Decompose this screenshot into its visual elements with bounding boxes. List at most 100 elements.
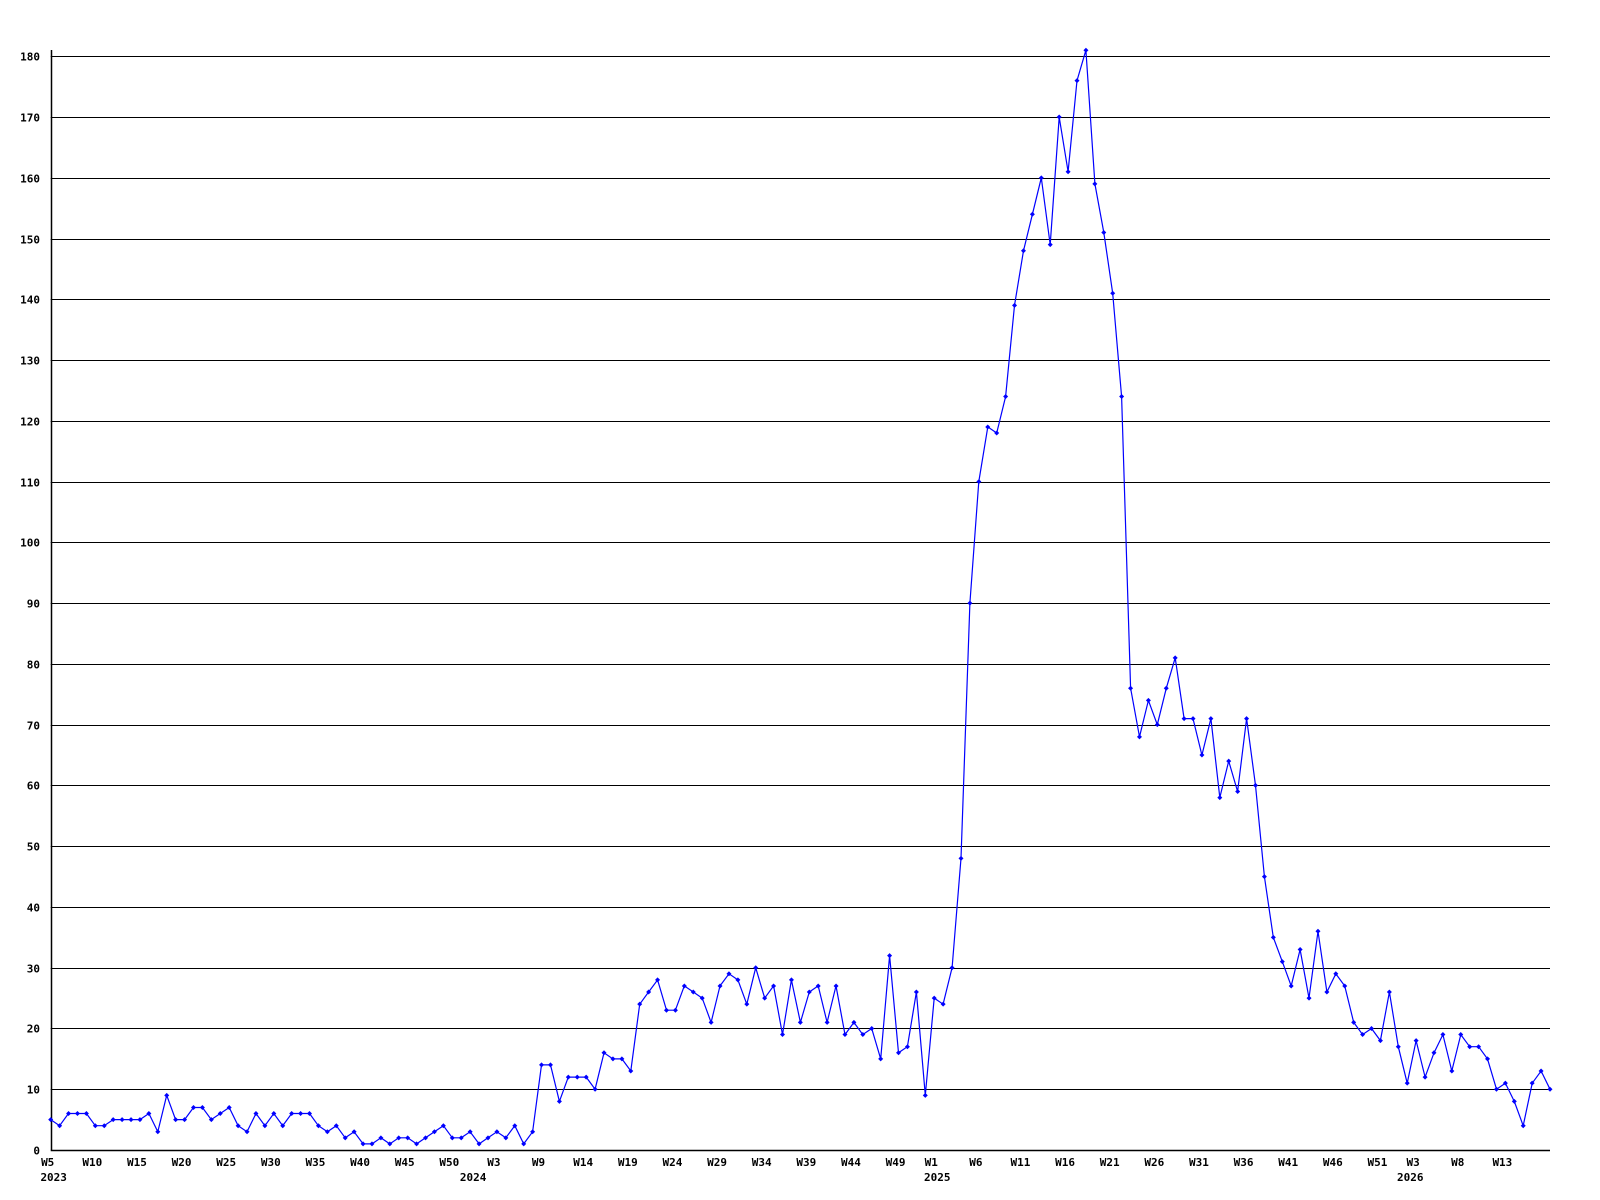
data-point <box>1261 874 1267 880</box>
y-tick-label: 120 <box>20 416 40 429</box>
data-point <box>690 989 696 995</box>
x-tick-label: W5 <box>41 1156 54 1169</box>
x-tick-label: W19 <box>618 1156 638 1169</box>
x-tick-label: W29 <box>707 1156 727 1169</box>
data-point <box>173 1117 179 1123</box>
x-tick-label: W30 <box>261 1156 281 1169</box>
data-point <box>1440 1032 1446 1038</box>
data-point <box>547 1062 553 1068</box>
data-point <box>1235 789 1241 795</box>
x-tick-label: W25 <box>216 1156 236 1169</box>
data-point <box>851 1019 857 1025</box>
data-point <box>1172 655 1178 661</box>
data-point <box>931 995 937 1001</box>
data-point <box>637 1001 643 1007</box>
y-tick-label: 0 <box>33 1145 40 1158</box>
data-point <box>182 1117 188 1123</box>
y-tick-label: 100 <box>20 537 40 550</box>
data-point <box>539 1062 545 1068</box>
data-point <box>869 1025 875 1031</box>
data-point <box>1029 211 1035 217</box>
x-axis: W5 W10 W15 W20 W25 W30 W35 W40 W45 W50 W3 W9 W14 W19 W… <box>40 1149 1550 1184</box>
data-point <box>1136 734 1142 740</box>
data-point <box>655 977 661 983</box>
x-tick-label: W34 <box>752 1156 772 1169</box>
data-point <box>985 424 991 430</box>
data-point <box>1217 795 1223 801</box>
data-point <box>646 989 652 995</box>
data-point <box>1226 758 1232 764</box>
x-tick-label: W16 <box>1055 1156 1075 1169</box>
x-tick-label: W3 <box>487 1156 500 1169</box>
x-tick-label: W13 <box>1492 1156 1512 1169</box>
data-point <box>119 1117 125 1123</box>
data-point <box>271 1111 277 1117</box>
data-point <box>333 1123 339 1129</box>
data-point <box>1208 716 1214 722</box>
data-point <box>672 1007 678 1013</box>
y-tick-label: 180 <box>20 51 40 64</box>
data-point <box>1065 169 1071 175</box>
data-point <box>503 1135 509 1141</box>
data-point <box>1199 752 1205 758</box>
data-point <box>244 1129 250 1135</box>
data-point <box>824 1019 830 1025</box>
data-point <box>431 1129 437 1135</box>
data-point <box>1386 989 1392 995</box>
data-point <box>1538 1068 1544 1074</box>
data-point <box>476 1141 482 1147</box>
data-point <box>1493 1086 1499 1092</box>
data-point <box>1288 983 1294 989</box>
x-tick-label: W35 <box>305 1156 325 1169</box>
data-point <box>137 1117 143 1123</box>
data-point <box>735 977 741 983</box>
year-label: 2024 <box>460 1171 487 1184</box>
x-tick-label: W6 <box>969 1156 983 1169</box>
data-point <box>405 1135 411 1141</box>
data-point <box>1128 685 1134 691</box>
data-point <box>1529 1080 1535 1086</box>
data-point <box>788 977 794 983</box>
data-point <box>57 1123 63 1129</box>
data-point <box>1270 934 1276 940</box>
data-point <box>217 1111 223 1117</box>
data-point <box>467 1129 473 1135</box>
data-point <box>887 953 893 959</box>
data-point <box>1110 290 1116 296</box>
data-point <box>1297 946 1303 952</box>
data-point <box>289 1111 295 1117</box>
x-tick-label: W9 <box>532 1156 545 1169</box>
data-point <box>512 1123 518 1129</box>
data-point <box>681 983 687 989</box>
data-point <box>878 1056 884 1062</box>
data-point <box>199 1104 205 1110</box>
data-point <box>1038 175 1044 181</box>
x-tick-label: W45 <box>395 1156 415 1169</box>
data-point <box>235 1123 241 1129</box>
data-point <box>1342 983 1348 989</box>
data-point <box>440 1123 446 1129</box>
x-tick-label: W1 <box>925 1156 939 1169</box>
year-label: 2025 <box>924 1171 951 1184</box>
data-point <box>726 971 732 977</box>
data-point <box>1092 181 1098 187</box>
data-point <box>494 1129 500 1135</box>
data-point <box>1413 1038 1419 1044</box>
data-point <box>146 1111 152 1117</box>
series-line <box>50 50 1551 1146</box>
data-point <box>1163 685 1169 691</box>
data-point <box>1404 1080 1410 1086</box>
data-point <box>164 1092 170 1098</box>
data-point <box>1520 1123 1526 1129</box>
data-point <box>298 1111 304 1117</box>
data-point <box>833 983 839 989</box>
data-point <box>280 1123 286 1129</box>
data-point <box>369 1141 375 1147</box>
data-point <box>815 983 821 989</box>
data-point <box>208 1117 214 1123</box>
data-point <box>1306 995 1312 1001</box>
x-tick-label: W50 <box>439 1156 459 1169</box>
data-point <box>1154 722 1160 728</box>
data-point <box>1333 971 1339 977</box>
data-point <box>904 1044 910 1050</box>
